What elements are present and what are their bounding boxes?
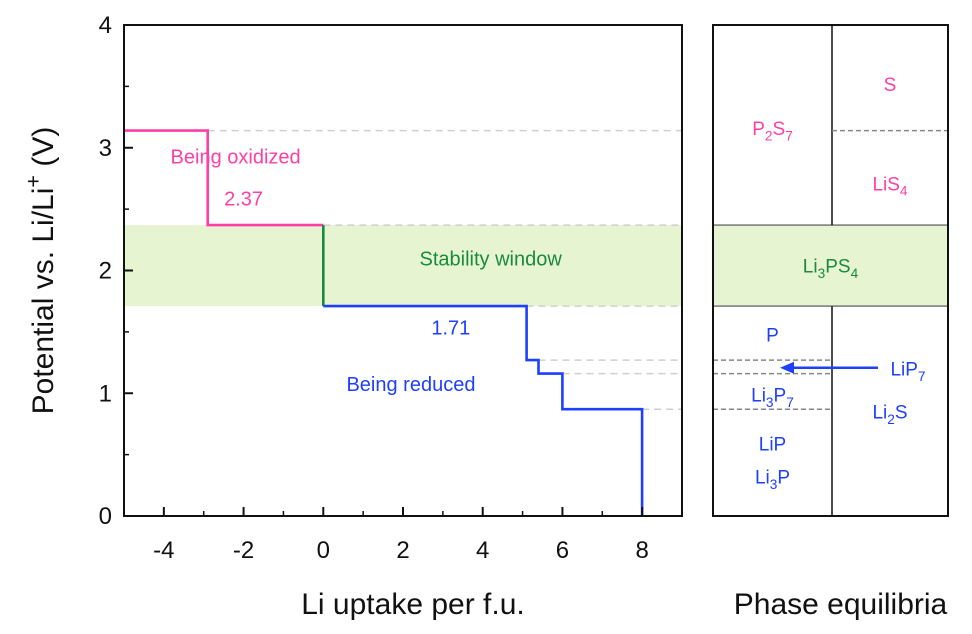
x-tick-label: 6 [556, 537, 569, 564]
phase-label: P [766, 325, 779, 346]
phase-equilibria-panel: S P2S7 LiS4 Li3PS4 P LiP7 Li3P7 Li2S LiP Li3P Phas… [712, 24, 949, 621]
phase-label: LiP [759, 435, 786, 456]
annotation-label: Being reduced [346, 374, 475, 396]
y-axis-title-group: Potential vs. Li/Li+ (V) [20, 127, 60, 415]
x-axis-title: Li uptake per f.u. [301, 588, 524, 621]
phase-label: LiS4 [872, 174, 907, 198]
x-tick-label: -4 [153, 537, 174, 564]
arrow-head-icon [780, 361, 794, 374]
phase-label: Li3P7 [751, 385, 794, 409]
x-tick-label: 2 [396, 537, 409, 564]
phase-window-band [712, 224, 949, 307]
annotation-label: Stability window [420, 249, 563, 271]
y-tick-label: 4 [99, 12, 112, 39]
phase-label: P2S7 [752, 119, 793, 143]
phase-frame [712, 24, 949, 517]
y-axis-title: Potential vs. Li/Li+ (V) [20, 127, 60, 415]
phase-label: Li3PS4 [803, 257, 859, 281]
phase-label: S [884, 75, 897, 96]
phase-panel-title: Phase equilibria [734, 588, 948, 621]
x-tick-label: -2 [233, 537, 254, 564]
y-tick-label: 3 [99, 135, 112, 162]
phase-label: LiP7 [890, 360, 925, 384]
oxidized-step-line [124, 129, 324, 227]
x-tick-label: 8 [635, 537, 648, 564]
potential-plot: Being oxidized 2.37 Stability window 1.71 Be… [20, 12, 683, 621]
reduced-step-line [323, 304, 644, 516]
annotation-label: Being oxidized [171, 147, 301, 169]
y-tick-label: 1 [99, 380, 112, 407]
y-tick-label: 0 [99, 503, 112, 530]
y-tick-label: 2 [99, 258, 112, 285]
annotation-label: 1.71 [431, 317, 470, 339]
annotation-label: 2.37 [224, 188, 263, 210]
x-tick-label: 4 [476, 537, 489, 564]
stability-window-band [124, 225, 682, 307]
phase-label: Li2S [872, 403, 907, 427]
x-tick-label: 0 [317, 537, 330, 564]
phase-label: Li3P [755, 468, 790, 492]
